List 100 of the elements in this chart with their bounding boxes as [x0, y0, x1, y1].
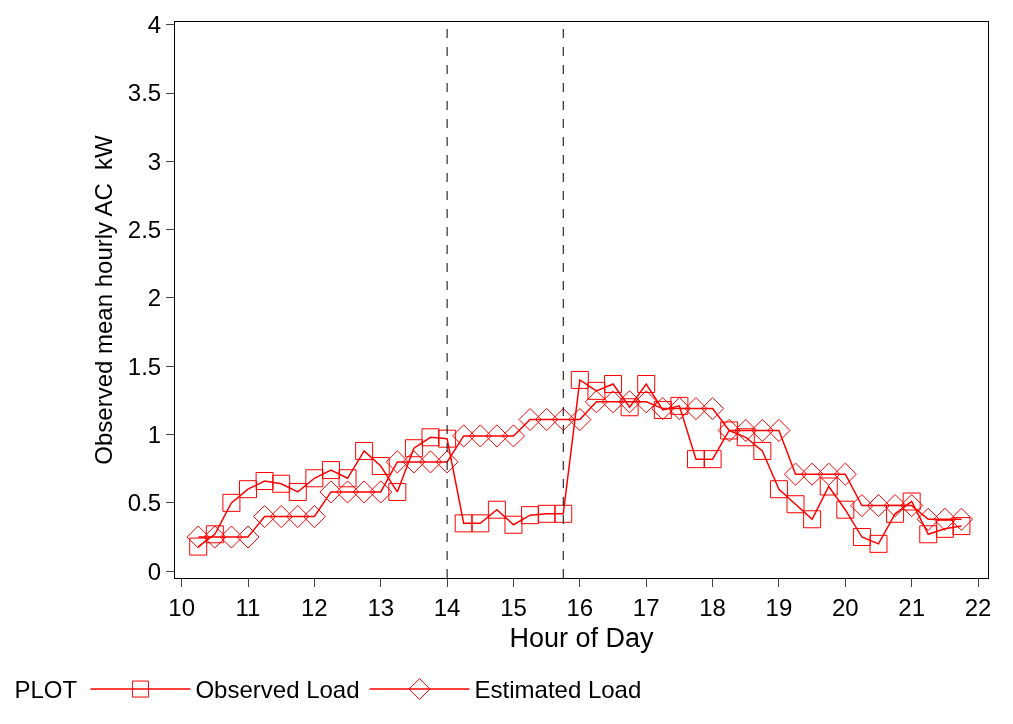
point [504, 515, 523, 534]
point [222, 493, 241, 512]
point [272, 474, 291, 493]
point [620, 398, 639, 417]
point [883, 494, 907, 518]
point [886, 504, 905, 523]
point [866, 494, 891, 518]
x-tick-label: 20 [831, 593, 859, 621]
point [916, 507, 940, 531]
point [551, 407, 575, 432]
point [919, 525, 938, 544]
x-tick-label: 17 [632, 593, 660, 621]
point [388, 482, 407, 501]
x-tick-label: 16 [566, 593, 594, 621]
point [336, 480, 360, 504]
point [203, 525, 227, 549]
y-tick-label: 2.5 [127, 216, 162, 244]
point [485, 424, 509, 448]
point [239, 480, 257, 499]
point [933, 507, 957, 531]
y-tick-label: 4 [147, 11, 162, 39]
point [836, 500, 855, 519]
x-tick-label: 18 [699, 593, 726, 621]
x-tick-label: 11 [235, 593, 261, 621]
legend-title: PLOT [14, 676, 78, 704]
point [750, 418, 774, 443]
point [471, 514, 490, 533]
point [869, 534, 888, 553]
point [352, 480, 376, 504]
point [385, 450, 409, 474]
point [803, 510, 822, 529]
y-axis-title: Observed mean hourly AC kW [89, 134, 117, 465]
point [686, 450, 705, 469]
point [418, 450, 443, 474]
point [205, 525, 224, 544]
point [850, 494, 874, 518]
point [435, 450, 459, 474]
point [535, 407, 559, 432]
point [518, 407, 542, 432]
y-tick-label: 1 [147, 420, 162, 448]
y-tick-label: 3 [147, 147, 162, 175]
point [736, 428, 755, 447]
point [587, 381, 606, 400]
x-tick-label: 14 [433, 593, 461, 621]
point [369, 480, 393, 504]
point [800, 462, 824, 486]
y-tick-label: 1.5 [127, 352, 162, 380]
point [637, 375, 656, 394]
point [487, 500, 506, 519]
point [667, 397, 691, 421]
point [833, 462, 857, 486]
point [618, 390, 642, 414]
point [786, 495, 805, 514]
point [767, 418, 791, 443]
point [537, 504, 556, 523]
point [305, 469, 324, 488]
point [501, 424, 526, 448]
y-tick-label: 0.5 [127, 489, 162, 517]
point [819, 477, 838, 496]
point [186, 525, 210, 549]
point [302, 504, 326, 529]
point [703, 450, 722, 469]
point [769, 480, 788, 499]
point [900, 494, 924, 518]
x-tick-label: 21 [898, 593, 926, 621]
point [288, 482, 307, 501]
legend-label: Estimated Load [474, 676, 642, 704]
point [355, 441, 374, 460]
legend-label: Observed Load [195, 676, 360, 704]
point [852, 528, 871, 547]
y-tick-label: 0 [147, 557, 162, 585]
point [286, 504, 310, 529]
point [319, 480, 343, 504]
point [584, 390, 608, 414]
point [753, 441, 772, 460]
point [670, 396, 689, 415]
x-tick-label: 10 [168, 593, 195, 621]
point [236, 525, 260, 549]
point [701, 397, 725, 421]
point [570, 370, 589, 389]
point [601, 390, 625, 414]
point [568, 407, 592, 432]
point [321, 461, 340, 480]
point [452, 424, 476, 448]
x-tick-label: 22 [964, 593, 992, 621]
y-tick-label: 3.5 [127, 79, 162, 107]
point [421, 428, 440, 447]
x-axis-title: Hour of Day [509, 623, 655, 654]
x-tick-label: 13 [367, 593, 395, 621]
point [554, 504, 573, 523]
point [521, 506, 540, 525]
point [371, 456, 390, 475]
point [468, 424, 492, 448]
point [817, 462, 841, 486]
x-tick-label: 12 [301, 593, 328, 621]
point [338, 469, 357, 488]
point [253, 504, 277, 529]
point [402, 450, 426, 474]
point [454, 514, 473, 533]
point [404, 439, 423, 458]
